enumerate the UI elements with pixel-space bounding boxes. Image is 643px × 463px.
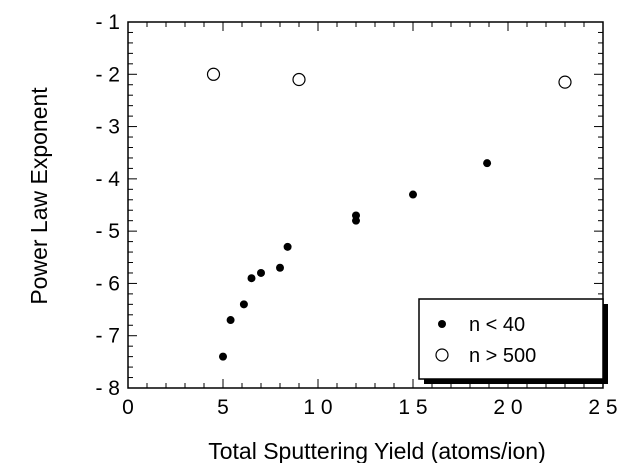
axes — [127, 21, 604, 389]
data-point-filled — [483, 159, 492, 168]
legend-marker-n-lt-40 — [438, 320, 446, 328]
y-tick-label: - 8 — [95, 377, 120, 400]
x-tick-label: 1 0 — [303, 396, 332, 419]
data-point-filled — [219, 352, 227, 361]
data-point-filled — [276, 263, 284, 272]
data-point-open — [558, 75, 572, 89]
legend-label-n-gt-500: n > 500 — [469, 345, 536, 367]
tick-labels: 0 5 1 0 1 5 2 0 2 5 - 1 - 2 - 3 - 4 - 5 - 6 - 7 - 8 — [95, 11, 617, 419]
data-point-filled — [352, 216, 360, 225]
legend-box — [418, 298, 604, 380]
plot-frame — [127, 21, 604, 389]
data-point-filled — [283, 242, 292, 251]
data-point-filled — [257, 268, 265, 277]
legend-label-n-lt-40: n < 40 — [469, 314, 525, 336]
x-tick-label: 5 — [217, 396, 229, 419]
y-tick-label: - 2 — [95, 63, 120, 86]
y-tick-label: - 6 — [95, 272, 120, 295]
data-point-open — [206, 67, 221, 81]
x-tick-label: 0 — [122, 396, 134, 419]
data-point-filled — [247, 274, 256, 283]
data-point-filled — [409, 190, 417, 199]
data-points — [206, 67, 572, 361]
x-tick-label: 2 0 — [493, 396, 522, 419]
y-tick-label: - 5 — [95, 220, 120, 243]
x-tick-label: 1 5 — [398, 396, 427, 419]
legend-marker-n-gt-500 — [435, 348, 449, 362]
data-point-filled — [239, 300, 248, 309]
y-tick-label: - 3 — [95, 116, 120, 139]
y-axis-title: Power Law Exponent — [26, 87, 52, 305]
y-tick-label: - 7 — [95, 325, 120, 348]
x-tick-label: 2 5 — [588, 396, 617, 419]
y-tick-label: - 4 — [95, 168, 120, 191]
x-axis-title: Total Sputtering Yield (atoms/ion) — [208, 438, 546, 463]
y-tick-label: - 1 — [95, 11, 120, 34]
data-point-filled — [226, 316, 235, 325]
legend: n < 40 n > 500 — [418, 298, 608, 384]
data-point-open — [292, 72, 306, 87]
tick-marks — [127, 21, 604, 389]
